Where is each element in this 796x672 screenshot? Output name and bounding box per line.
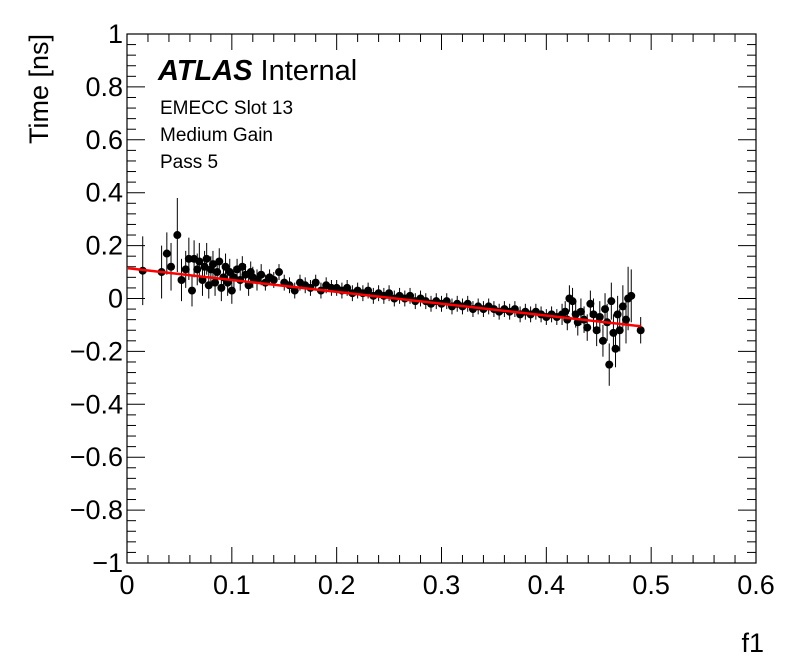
data-point [364, 286, 373, 295]
y-tick-label: 0.2 [85, 231, 123, 261]
data-point [561, 307, 570, 316]
data-point [586, 299, 595, 308]
data-point [167, 262, 176, 271]
x-tick-label: 0.2 [318, 570, 356, 600]
axis-ticks [126, 33, 757, 564]
data-point [311, 278, 320, 287]
data-point [589, 310, 598, 319]
y-axis-title: Time [ns] [24, 34, 54, 144]
y-tick-label: 0.8 [85, 72, 123, 102]
x-tick-label: 0.4 [528, 570, 566, 600]
y-tick-label: −0.8 [70, 495, 123, 525]
axis-tick-labels: 0 0.1 0.2 0.3 0.4 0.5 0.6 −1 −0.8 −0.6 −0.4 −0.2 0 0.… [70, 19, 775, 600]
x-tick-label: 0.3 [423, 570, 461, 600]
atlas-label: ATLAS Internal [157, 55, 357, 87]
atlas-label-bold: ATLAS [157, 55, 253, 87]
data-point [162, 249, 171, 258]
data-point [592, 326, 601, 335]
y-tick-label: −0.4 [70, 389, 123, 419]
data-point [583, 323, 592, 332]
data-point [627, 291, 636, 300]
y-tick-label: 1 [108, 19, 123, 49]
data-point [275, 268, 284, 277]
y-tick-label: 0 [108, 284, 123, 314]
data-point [204, 281, 213, 290]
x-tick-label: 0.5 [632, 570, 670, 600]
data-point [568, 297, 577, 306]
data-point [208, 260, 217, 269]
data-point [215, 257, 224, 266]
data-point [238, 262, 247, 271]
data-point [269, 275, 278, 284]
data-point [598, 336, 607, 345]
annotation-slot: EMECC Slot 13 [160, 98, 293, 119]
y-tick-label: 0.6 [85, 125, 123, 155]
data-point [193, 265, 202, 274]
y-tick-label: 0.4 [85, 178, 123, 208]
data-point [187, 286, 196, 295]
data-point [181, 265, 190, 274]
annotation-pass: Pass 5 [160, 152, 218, 173]
data-point [173, 231, 182, 240]
data-point [615, 326, 624, 335]
y-tick-label: −1 [92, 548, 123, 578]
data-point [406, 291, 415, 300]
data-point [213, 268, 222, 277]
atlas-label-internal: Internal [261, 55, 358, 87]
data-point [613, 310, 622, 319]
data-point [601, 305, 610, 314]
data-point [595, 313, 604, 322]
data-point [385, 289, 394, 298]
data-point [576, 307, 585, 316]
data-point [607, 297, 616, 306]
data-point [343, 283, 352, 292]
data-point [618, 302, 627, 311]
data-point [257, 270, 266, 279]
x-axis-title: f1 [741, 628, 764, 658]
data-point [605, 360, 614, 369]
x-tick-label: 0 [119, 570, 134, 600]
data-point [202, 254, 211, 263]
data-point [195, 257, 204, 266]
data-point [177, 275, 186, 284]
y-tick-label: −0.2 [70, 336, 123, 366]
data-points [138, 197, 645, 386]
data-point [622, 315, 631, 324]
data-point [227, 286, 236, 295]
fit-line [126, 266, 641, 328]
x-tick-label: 0.6 [737, 570, 775, 600]
data-point [611, 344, 620, 353]
data-point [211, 278, 220, 287]
data-point [217, 283, 226, 292]
x-tick-label: 0.1 [213, 570, 251, 600]
data-point [636, 326, 645, 335]
y-tick-label: −0.6 [70, 442, 123, 472]
annotation-gain: Medium Gain [160, 125, 273, 146]
